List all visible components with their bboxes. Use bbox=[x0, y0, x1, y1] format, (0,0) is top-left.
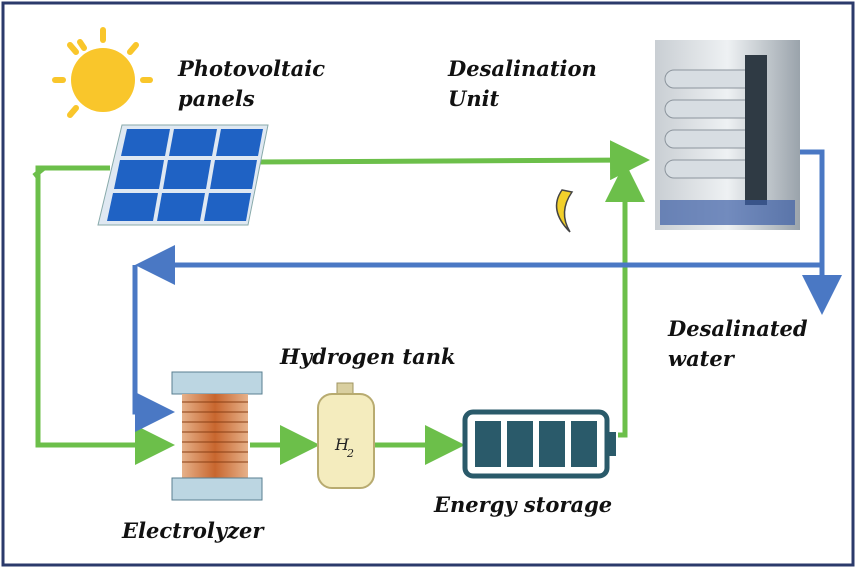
electrolyzer-icon bbox=[172, 372, 262, 500]
electrolyzer-label: Electrolyzer bbox=[121, 518, 265, 543]
water-label: Desalinated bbox=[667, 316, 808, 341]
water-label: water bbox=[668, 346, 736, 371]
desalination-unit bbox=[655, 40, 800, 230]
storage-label: Energy storage bbox=[433, 492, 612, 517]
pv-label: panels bbox=[178, 86, 255, 111]
tank-subscript: 2 bbox=[346, 447, 354, 460]
desal-label: Desalination bbox=[447, 56, 597, 81]
sun-icon bbox=[55, 30, 150, 115]
desal-label: Unit bbox=[448, 86, 500, 111]
battery-icon bbox=[465, 412, 616, 476]
pv-label: Photovoltaic bbox=[177, 56, 325, 81]
page: {"nodes": [ {"id": "pv", "label": ["Phot… bbox=[0, 0, 856, 568]
diagram: H 2 Photovoltaic panels Desalination Uni… bbox=[0, 0, 856, 568]
moon-icon bbox=[557, 190, 572, 232]
tank-label: Hydrogen tank bbox=[279, 344, 456, 369]
pv-panel bbox=[98, 125, 268, 225]
